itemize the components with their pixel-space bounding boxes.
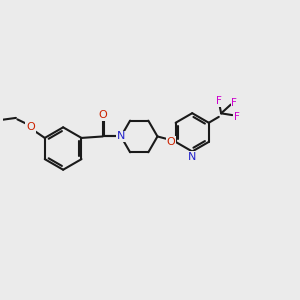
Text: F: F [233,112,239,122]
Text: N: N [117,131,125,142]
Text: O: O [26,122,35,132]
Text: F: F [232,98,237,108]
Text: F: F [216,96,222,106]
Text: O: O [98,110,107,120]
Text: N: N [188,152,196,162]
Text: N: N [117,131,125,142]
Text: O: O [167,137,176,147]
